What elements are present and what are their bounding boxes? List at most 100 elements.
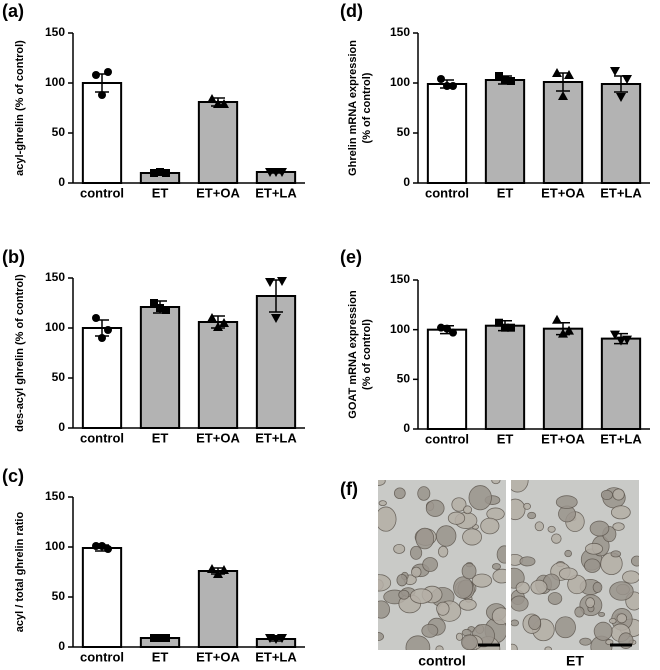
y-tick-label: 150	[45, 25, 65, 39]
cell	[515, 581, 530, 595]
bar	[197, 101, 239, 184]
cell	[574, 606, 585, 618]
data-point	[219, 318, 229, 327]
cell	[378, 574, 392, 592]
bar	[484, 79, 526, 184]
data-point	[558, 91, 568, 100]
x-tick-label: ET+OA	[196, 430, 240, 445]
panel-label: (f)	[340, 479, 358, 499]
data-point	[104, 545, 112, 553]
x-tick-label: ET	[152, 430, 169, 445]
data-point	[449, 328, 457, 337]
panel-label: (a)	[2, 1, 24, 21]
y-tick-label: 150	[390, 272, 410, 286]
data-point	[495, 318, 503, 327]
y-tick-label: 50	[52, 125, 66, 139]
x-tick-label: ET+LA	[255, 430, 297, 445]
cell	[610, 505, 631, 520]
cell	[435, 645, 444, 650]
data-point	[271, 635, 281, 644]
cell	[491, 480, 501, 485]
cell	[511, 480, 529, 493]
cell	[616, 613, 628, 624]
cell	[612, 488, 625, 501]
data-point	[150, 634, 158, 642]
bar	[81, 547, 123, 648]
data-point	[443, 324, 451, 333]
data-point	[610, 67, 620, 76]
cell	[585, 597, 595, 609]
cell	[463, 505, 473, 515]
x-tick-label: ET	[152, 185, 169, 200]
data-point	[207, 94, 217, 103]
y-tick-label: 0	[403, 175, 410, 189]
data-point	[156, 304, 164, 312]
cell	[600, 489, 613, 501]
data-point	[92, 314, 100, 322]
cell	[598, 611, 606, 617]
cell	[610, 550, 622, 558]
cell	[554, 616, 576, 639]
y-tick-label: 150	[45, 489, 65, 503]
cell	[530, 579, 548, 595]
data-point	[501, 323, 509, 332]
cell	[393, 544, 406, 554]
panel-label: (e)	[340, 247, 362, 267]
y-tick-label: 50	[397, 372, 411, 386]
image-label: control	[418, 653, 465, 669]
data-point	[98, 334, 106, 342]
bar	[81, 327, 123, 429]
data-point	[616, 336, 626, 346]
data-point	[213, 99, 223, 108]
data-point	[162, 306, 170, 314]
data-point	[98, 542, 106, 550]
cell	[630, 555, 639, 567]
y-axis-label: Ghrelin mRNA expression	[347, 40, 359, 176]
cell	[523, 502, 531, 510]
data-point	[622, 75, 632, 84]
data-point	[271, 168, 281, 177]
cells	[511, 480, 639, 650]
data-point	[150, 299, 158, 307]
cell	[421, 623, 439, 638]
cell	[584, 558, 601, 573]
x-tick-label: ET+LA	[600, 431, 642, 446]
cell	[415, 527, 435, 550]
cell	[496, 545, 506, 564]
cell	[511, 498, 526, 521]
cell	[622, 570, 639, 584]
bar	[542, 327, 584, 431]
y-tick-label: 100	[390, 75, 410, 89]
x-tick-label: ET	[497, 185, 514, 200]
y-tick-label: 100	[45, 75, 65, 89]
cell	[558, 567, 578, 581]
bar	[600, 337, 642, 430]
cell	[393, 487, 406, 500]
x-tick-label: ET+OA	[541, 185, 585, 200]
x-tick-label: ET+LA	[600, 185, 642, 200]
cell	[609, 617, 617, 624]
cell	[551, 533, 562, 544]
cell	[459, 598, 477, 611]
cell	[417, 486, 431, 501]
data-point	[564, 70, 574, 79]
data-point	[507, 77, 515, 85]
y-tick-label: 150	[45, 270, 65, 284]
bar	[197, 321, 239, 429]
cell	[396, 573, 408, 587]
data-point	[277, 277, 287, 286]
x-tick-label: control	[80, 185, 124, 200]
x-tick-label: control	[425, 185, 469, 200]
y-tick-label: 0	[58, 175, 65, 189]
cell	[555, 495, 578, 509]
bar	[484, 324, 526, 430]
cell	[437, 545, 449, 558]
cell	[451, 497, 467, 512]
data-point	[437, 75, 445, 83]
cell	[534, 521, 545, 532]
cell	[378, 480, 386, 486]
y-tick-label: 0	[58, 420, 65, 434]
cell	[410, 545, 423, 560]
cell	[593, 621, 613, 641]
